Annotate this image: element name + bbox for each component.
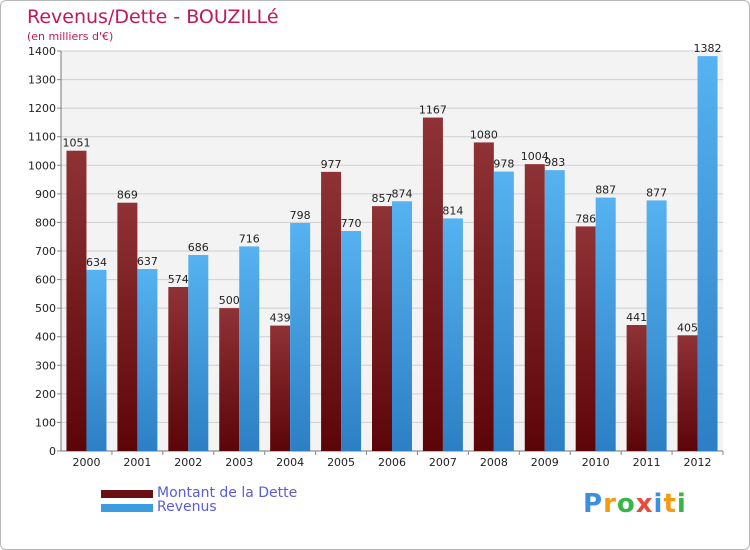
bar-revenue (188, 255, 209, 451)
data-label-revenue: 887 (595, 184, 616, 197)
legend-swatch-revenue (101, 504, 153, 512)
bar-revenue (341, 231, 362, 451)
legend-label-revenue: Revenus (157, 499, 217, 515)
bar-debt (575, 226, 596, 451)
y-tick-label: 900 (35, 188, 56, 201)
data-label-revenue: 978 (493, 158, 514, 171)
data-label-revenue: 874 (392, 187, 413, 200)
y-tick-label: 300 (35, 359, 56, 372)
proxiti-logo: Proxiti (583, 489, 687, 519)
data-label-revenue: 634 (86, 256, 107, 269)
y-tick-label: 0 (49, 445, 56, 458)
chart-subtitle: (en milliers d'€) (27, 30, 114, 43)
bar-revenue (544, 170, 565, 451)
x-tick-label: 2001 (123, 456, 151, 469)
y-tick-label: 100 (35, 416, 56, 429)
logo-letter: r (603, 489, 617, 519)
x-tick-label: 2004 (276, 456, 304, 469)
data-label-debt: 1004 (521, 150, 549, 163)
data-label-debt: 441 (626, 311, 647, 324)
data-label-debt: 857 (372, 192, 393, 205)
bar-revenue (290, 223, 311, 451)
y-tick-label: 1100 (28, 131, 56, 144)
y-tick-label: 1300 (28, 74, 56, 87)
x-tick-label: 2005 (327, 456, 355, 469)
bar-debt (168, 287, 189, 451)
x-tick-label: 2012 (684, 456, 712, 469)
chart-title: Revenus/Dette - BOUZILLé (27, 6, 279, 28)
y-tick-label: 200 (35, 388, 56, 401)
data-label-debt: 786 (575, 212, 596, 225)
logo-letter: x (635, 489, 654, 519)
logo-letter: i (676, 489, 687, 519)
data-label-debt: 1167 (419, 104, 447, 117)
data-label-debt: 439 (270, 312, 291, 325)
bar-debt (66, 150, 87, 451)
logo-letter: o (616, 489, 636, 519)
bar-revenue (442, 218, 463, 451)
data-label-revenue: 716 (239, 232, 260, 245)
x-tick-label: 2008 (480, 456, 508, 469)
bar-debt (677, 335, 698, 451)
logo-letter: i (653, 489, 664, 519)
bar-debt (117, 202, 138, 451)
bar-revenue (493, 171, 514, 452)
bar-revenue (646, 200, 667, 451)
data-label-debt: 977 (321, 158, 342, 171)
x-tick-label: 2006 (378, 456, 406, 469)
bar-debt (372, 206, 392, 451)
data-label-debt: 574 (168, 273, 189, 286)
data-label-debt: 500 (219, 294, 240, 307)
x-tick-label: 2010 (582, 456, 610, 469)
bar-debt (422, 117, 443, 452)
data-label-debt: 1080 (470, 128, 498, 141)
y-tick-label: 600 (35, 274, 56, 287)
y-tick-label: 800 (35, 216, 56, 229)
bar-debt (321, 171, 342, 451)
legend-label-debt: Montant de la Dette (157, 485, 298, 501)
data-label-revenue: 877 (646, 186, 667, 199)
bar-debt (473, 142, 494, 451)
x-tick-label: 2011 (633, 456, 661, 469)
x-tick-label: 2000 (72, 456, 100, 469)
y-tick-label: 1000 (28, 159, 56, 172)
bar-debt (626, 325, 647, 451)
bar-revenue (392, 201, 412, 451)
data-label-revenue: 770 (341, 217, 362, 230)
bar-revenue (239, 246, 260, 451)
data-label-revenue: 686 (188, 241, 209, 254)
data-label-revenue: 637 (137, 255, 158, 268)
data-label-revenue: 798 (290, 209, 311, 222)
x-tick-label: 2002 (174, 456, 202, 469)
y-tick-label: 400 (35, 331, 56, 344)
data-label-debt: 1051 (62, 137, 90, 150)
y-tick-label: 1400 (28, 45, 56, 58)
data-label-revenue: 983 (544, 156, 565, 169)
y-tick-label: 500 (35, 302, 56, 315)
data-label-debt: 869 (117, 189, 138, 202)
y-tick-label: 1200 (28, 102, 56, 115)
bar-debt (270, 325, 291, 451)
y-tick-label: 700 (35, 245, 56, 258)
bar-debt (524, 164, 545, 451)
data-label-revenue: 814 (442, 204, 463, 217)
bar-revenue (86, 269, 107, 451)
x-tick-label: 2003 (225, 456, 253, 469)
bar-revenue (697, 56, 718, 452)
bar-revenue (595, 197, 616, 451)
data-label-revenue: 1382 (694, 42, 722, 55)
logo-letter: t (663, 489, 677, 519)
bar-debt (219, 308, 240, 451)
logo-letter: P (583, 489, 604, 519)
bar-revenue (137, 269, 158, 451)
legend-swatch-debt (101, 490, 153, 498)
x-tick-label: 2007 (429, 456, 457, 469)
data-label-debt: 405 (677, 321, 698, 334)
x-tick-label: 2009 (531, 456, 559, 469)
